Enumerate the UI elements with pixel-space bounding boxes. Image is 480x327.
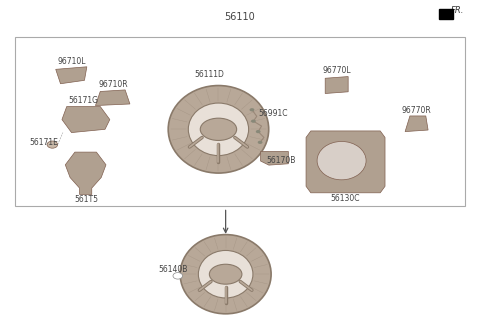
Text: 96710L: 96710L [57, 57, 86, 66]
Polygon shape [325, 77, 348, 94]
Ellipse shape [168, 86, 269, 173]
Polygon shape [96, 90, 130, 106]
Ellipse shape [200, 118, 237, 141]
Circle shape [47, 141, 58, 148]
Circle shape [173, 273, 182, 279]
FancyBboxPatch shape [15, 37, 465, 206]
Ellipse shape [209, 264, 242, 284]
Text: 56140B: 56140B [158, 265, 188, 274]
Text: 96710R: 96710R [98, 79, 128, 89]
Ellipse shape [198, 250, 253, 298]
Text: 56171G: 56171G [68, 96, 98, 105]
Polygon shape [261, 151, 288, 165]
Text: 56110: 56110 [225, 12, 255, 22]
Circle shape [251, 120, 256, 123]
Text: FR.: FR. [451, 6, 464, 15]
Polygon shape [65, 152, 106, 195]
Circle shape [250, 108, 254, 112]
Polygon shape [62, 107, 110, 132]
Text: 56991C: 56991C [258, 109, 288, 117]
Text: 56130C: 56130C [331, 195, 360, 203]
Text: 96770L: 96770L [323, 66, 351, 75]
Text: 56111D: 56111D [194, 70, 224, 79]
Polygon shape [56, 67, 87, 84]
Text: 96770R: 96770R [402, 106, 432, 115]
Circle shape [256, 130, 261, 133]
Bar [439, 9, 453, 19]
Text: 56171E: 56171E [29, 138, 58, 147]
Text: 561T5: 561T5 [74, 196, 98, 204]
Ellipse shape [317, 142, 366, 180]
Circle shape [258, 141, 263, 144]
Ellipse shape [180, 234, 271, 314]
Text: 56170B: 56170B [266, 156, 296, 165]
Polygon shape [306, 131, 385, 193]
Polygon shape [405, 116, 428, 131]
Ellipse shape [188, 103, 249, 156]
